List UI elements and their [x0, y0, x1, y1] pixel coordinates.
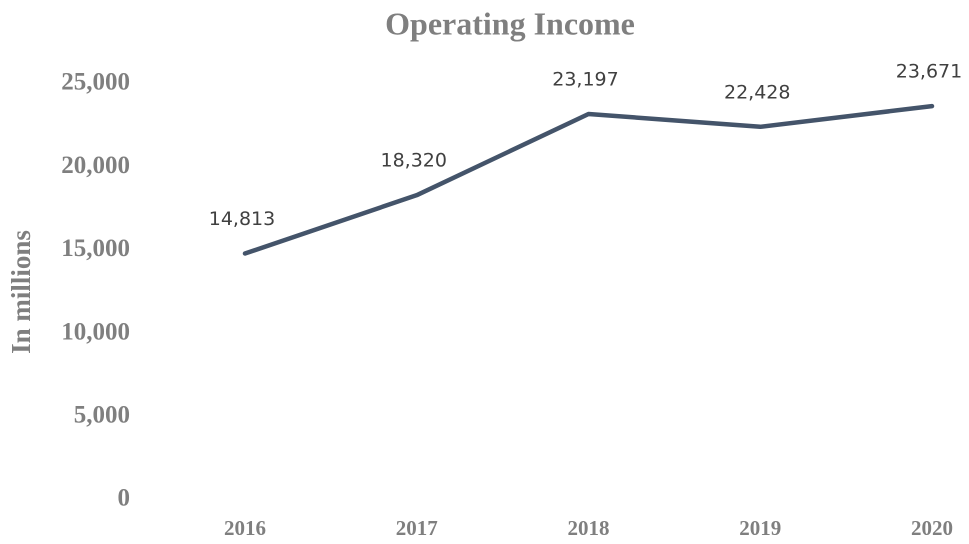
data-label: 14,813	[209, 208, 275, 230]
y-tick-label: 15,000	[61, 235, 130, 262]
y-tick-label: 20,000	[61, 152, 130, 179]
y-axis-label: In millions	[6, 230, 36, 354]
x-tick-label: 2020	[911, 516, 953, 540]
y-tick-label: 10,000	[61, 318, 130, 345]
x-tick-label: 2019	[739, 516, 781, 540]
data-label: 18,320	[381, 150, 447, 172]
data-label: 23,197	[552, 69, 618, 91]
x-tick-label: 2016	[224, 516, 266, 540]
y-tick-label: 0	[118, 485, 131, 512]
x-tick-label: 2017	[396, 516, 438, 540]
y-tick-label: 25,000	[61, 69, 130, 96]
y-tick-label: 5,000	[74, 402, 130, 429]
chart-title: Operating Income	[385, 5, 635, 41]
x-tick-label: 2018	[568, 516, 610, 540]
data-label: 23,671	[896, 61, 962, 83]
data-label: 22,428	[724, 81, 790, 103]
line	[242, 103, 935, 256]
